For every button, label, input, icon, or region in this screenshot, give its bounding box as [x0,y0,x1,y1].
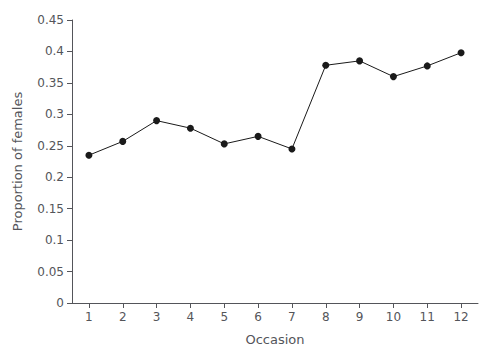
svg-text:Proportion of females: Proportion of females [10,92,25,232]
svg-text:0.25: 0.25 [37,139,64,153]
svg-text:0.1: 0.1 [45,233,64,247]
svg-text:0.05: 0.05 [37,265,64,279]
svg-text:6: 6 [254,310,262,324]
svg-text:0.4: 0.4 [45,44,64,58]
svg-text:0.15: 0.15 [37,202,64,216]
svg-text:0.45: 0.45 [37,13,64,27]
svg-text:11: 11 [420,310,435,324]
svg-text:1: 1 [85,310,93,324]
svg-text:0.2: 0.2 [45,170,64,184]
svg-text:9: 9 [356,310,364,324]
svg-text:0.3: 0.3 [45,107,64,121]
svg-text:8: 8 [322,310,330,324]
svg-text:0: 0 [56,296,64,310]
svg-text:3: 3 [153,310,161,324]
svg-text:0.35: 0.35 [37,76,64,90]
svg-text:4: 4 [187,310,195,324]
svg-text:5: 5 [220,310,228,324]
svg-text:12: 12 [453,310,468,324]
svg-text:Occasion: Occasion [245,332,304,347]
svg-text:7: 7 [288,310,296,324]
svg-text:10: 10 [386,310,401,324]
svg-text:2: 2 [119,310,127,324]
